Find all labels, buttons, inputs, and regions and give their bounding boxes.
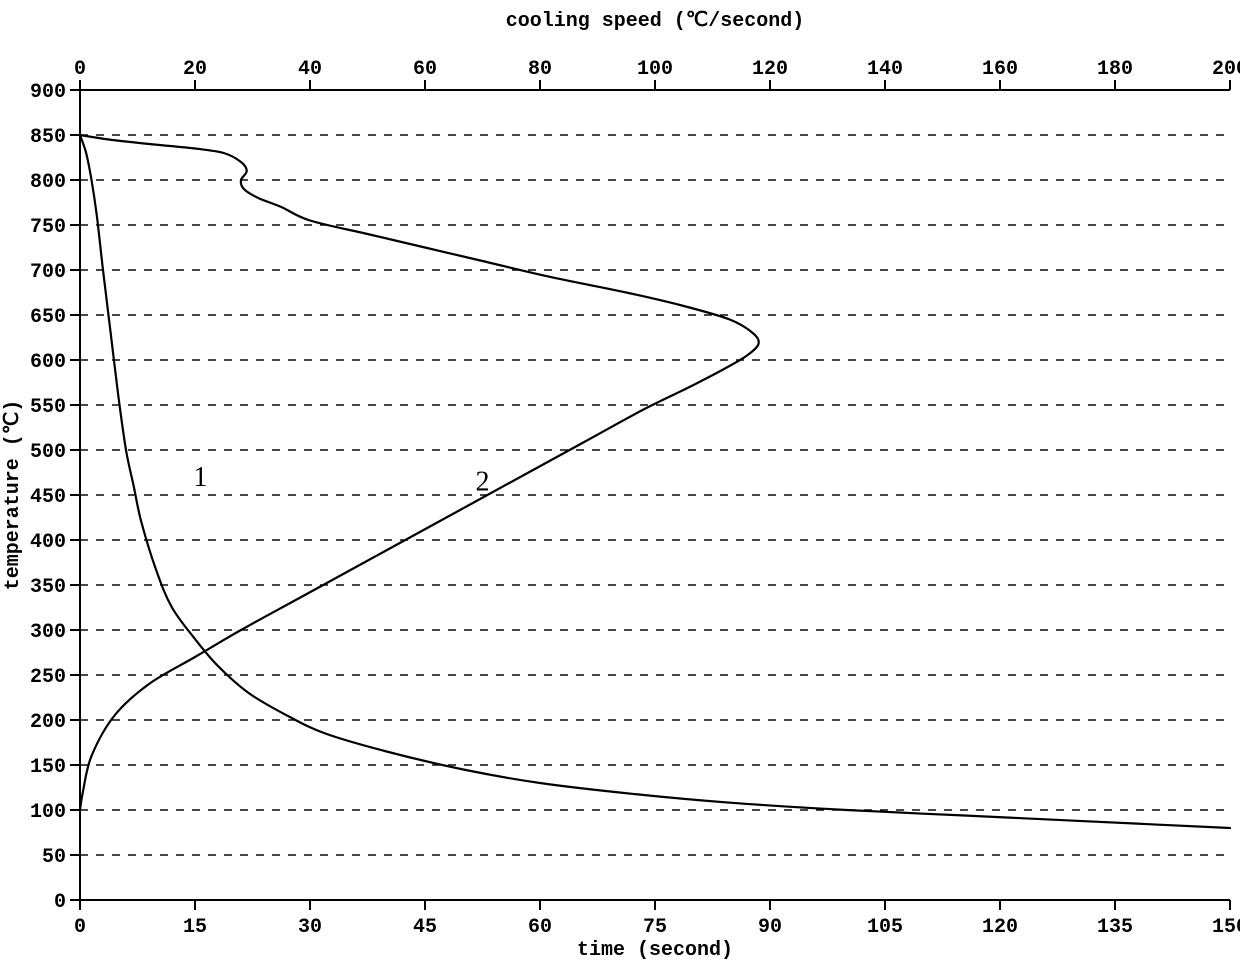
y-tick-label: 500 bbox=[30, 441, 66, 464]
x-bottom-tick-label: 15 bbox=[183, 916, 207, 939]
x-bottom-axis-label: time (second) bbox=[577, 939, 733, 962]
x-bottom-tick-label: 135 bbox=[1097, 916, 1133, 939]
x-top-tick-label: 40 bbox=[298, 58, 322, 81]
x-top-tick-label: 160 bbox=[982, 58, 1018, 81]
y-axis-label: temperature (℃) bbox=[2, 400, 25, 591]
y-tick-label: 400 bbox=[30, 531, 66, 554]
x-bottom-tick-label: 0 bbox=[74, 916, 86, 939]
x-top-tick-label: 200 bbox=[1212, 58, 1240, 81]
y-tick-label: 900 bbox=[30, 81, 66, 104]
x-top-tick-label: 140 bbox=[867, 58, 903, 81]
x-top-tick-label: 180 bbox=[1097, 58, 1133, 81]
y-tick-label: 550 bbox=[30, 396, 66, 419]
chart-svg: 0501001502002503003504004505005506006507… bbox=[0, 0, 1240, 967]
x-top-tick-label: 120 bbox=[752, 58, 788, 81]
cooling-chart: 0501001502002503003504004505005506006507… bbox=[0, 0, 1240, 967]
series-2-label: 2 bbox=[476, 467, 490, 498]
y-tick-label: 200 bbox=[30, 711, 66, 734]
x-top-tick-label: 80 bbox=[528, 58, 552, 81]
x-bottom-tick-label: 60 bbox=[528, 916, 552, 939]
y-tick-label: 150 bbox=[30, 756, 66, 779]
y-tick-label: 750 bbox=[30, 216, 66, 239]
y-tick-label: 300 bbox=[30, 621, 66, 644]
x-top-axis-label: cooling speed (℃/second) bbox=[506, 10, 805, 33]
y-tick-label: 800 bbox=[30, 171, 66, 194]
y-tick-label: 600 bbox=[30, 351, 66, 374]
y-tick-label: 0 bbox=[54, 891, 66, 914]
series-1-label: 1 bbox=[193, 462, 207, 493]
x-top-tick-label: 20 bbox=[183, 58, 207, 81]
x-top-tick-label: 100 bbox=[637, 58, 673, 81]
x-bottom-tick-label: 105 bbox=[867, 916, 903, 939]
y-tick-label: 850 bbox=[30, 126, 66, 149]
x-bottom-tick-label: 90 bbox=[758, 916, 782, 939]
y-tick-label: 100 bbox=[30, 801, 66, 824]
x-bottom-tick-label: 75 bbox=[643, 916, 667, 939]
y-tick-label: 350 bbox=[30, 576, 66, 599]
y-tick-label: 700 bbox=[30, 261, 66, 284]
y-tick-label: 650 bbox=[30, 306, 66, 329]
x-bottom-tick-label: 120 bbox=[982, 916, 1018, 939]
y-tick-label: 250 bbox=[30, 666, 66, 689]
x-bottom-tick-label: 150 bbox=[1212, 916, 1240, 939]
x-bottom-tick-label: 45 bbox=[413, 916, 437, 939]
x-top-tick-label: 60 bbox=[413, 58, 437, 81]
y-tick-label: 50 bbox=[42, 846, 66, 869]
x-bottom-tick-label: 30 bbox=[298, 916, 322, 939]
y-tick-label: 450 bbox=[30, 486, 66, 509]
x-top-tick-label: 0 bbox=[74, 58, 86, 81]
